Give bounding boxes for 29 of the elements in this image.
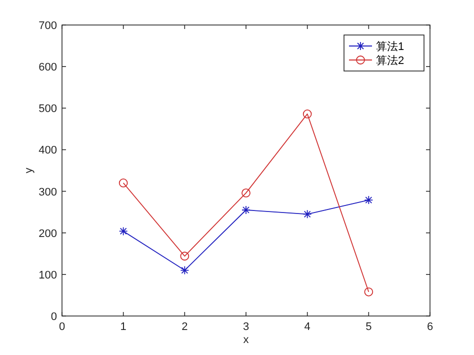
y-tick-label: 500 bbox=[38, 103, 57, 116]
point bbox=[180, 252, 190, 261]
x-axis-title: x bbox=[243, 334, 250, 346]
x-tick-label: 5 bbox=[366, 321, 372, 333]
point bbox=[118, 178, 128, 188]
point bbox=[118, 226, 128, 236]
x-tick-label: 3 bbox=[242, 321, 250, 333]
y-tick-label: 100 bbox=[38, 269, 57, 282]
point bbox=[302, 210, 312, 219]
y-tick-label: 0 bbox=[50, 311, 57, 323]
point bbox=[180, 266, 190, 275]
y-tick-label: 300 bbox=[38, 186, 57, 198]
legend-label: 算法2 bbox=[376, 54, 404, 67]
x-tick-label: 6 bbox=[426, 321, 434, 333]
y-tick-label: 700 bbox=[38, 20, 57, 32]
y-axis-title: y bbox=[23, 167, 35, 174]
x-tick-label: 1 bbox=[120, 321, 126, 333]
point bbox=[242, 206, 250, 214]
y-tick-label: 600 bbox=[38, 62, 57, 74]
point bbox=[242, 188, 250, 198]
x-tick-label: 2 bbox=[182, 321, 188, 333]
point bbox=[302, 110, 312, 118]
y-tick-label: 400 bbox=[38, 144, 57, 157]
x-tick-label: 0 bbox=[58, 321, 66, 333]
legend-label: 算法1 bbox=[376, 40, 404, 53]
point bbox=[364, 287, 374, 296]
y-tick-label: 200 bbox=[38, 228, 57, 240]
point bbox=[364, 196, 374, 204]
x-tick-label: 4 bbox=[304, 321, 310, 333]
